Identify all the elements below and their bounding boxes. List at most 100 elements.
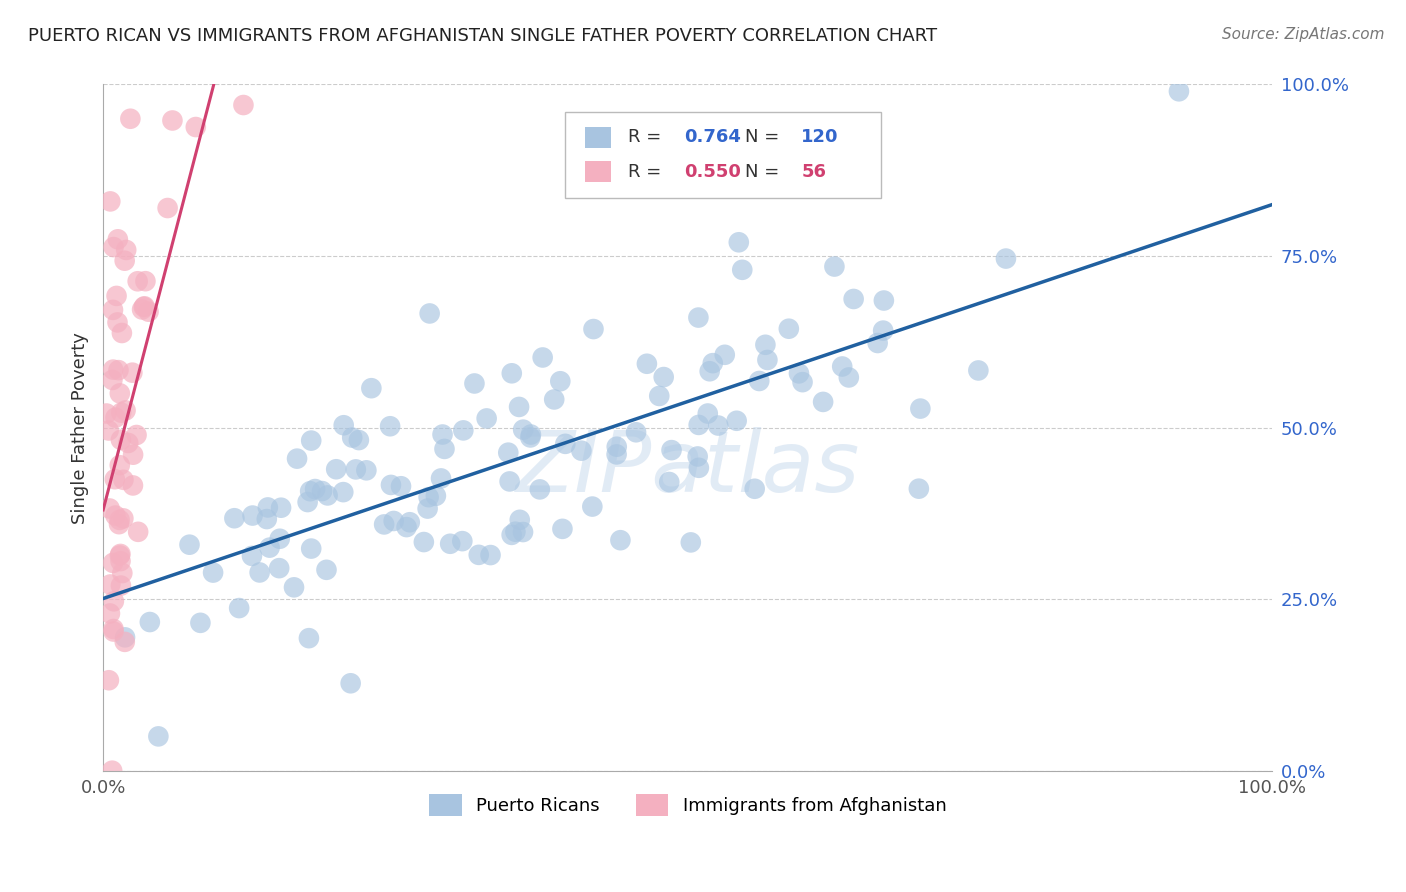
Point [108, 549, 131, 563]
Point [108, 386, 131, 401]
Point [520, 427, 543, 442]
Point [104, 472, 127, 486]
Point [114, 403, 136, 417]
Point [202, 566, 225, 580]
Point [581, 500, 603, 514]
Point [228, 601, 250, 615]
Point [316, 488, 339, 502]
Point [661, 443, 683, 458]
Point [110, 547, 132, 561]
Point [636, 357, 658, 371]
Text: 56: 56 [801, 162, 827, 180]
Point [1168, 84, 1191, 98]
Point [127, 524, 149, 539]
Point [498, 475, 520, 489]
Point [315, 563, 337, 577]
Point [731, 262, 754, 277]
Point [132, 300, 155, 314]
Point [398, 515, 420, 529]
Point [347, 433, 370, 447]
Point [430, 471, 453, 485]
Point [190, 615, 212, 630]
Point [508, 400, 530, 414]
Point [395, 520, 418, 534]
Point [519, 430, 541, 444]
Point [179, 538, 201, 552]
Point [842, 292, 865, 306]
Point [96, 407, 118, 421]
Point [994, 252, 1017, 266]
Point [259, 541, 281, 555]
Point [360, 381, 382, 395]
Point [127, 274, 149, 288]
Point [725, 414, 748, 428]
Point [468, 548, 491, 562]
Point [107, 315, 129, 329]
Bar [585, 127, 610, 147]
Point [505, 524, 527, 539]
Point [873, 293, 896, 308]
Point [509, 513, 531, 527]
Point [531, 351, 554, 365]
Point [184, 120, 207, 134]
Point [380, 478, 402, 492]
Point [756, 353, 779, 368]
Point [866, 336, 889, 351]
Point [103, 594, 125, 608]
Point [134, 299, 156, 313]
Point [98, 577, 121, 591]
Point [139, 615, 162, 629]
Point [110, 554, 132, 568]
Point [713, 348, 735, 362]
Point [582, 322, 605, 336]
Point [103, 622, 125, 636]
Point [831, 359, 853, 374]
Point [104, 410, 127, 425]
Point [727, 235, 749, 250]
Point [688, 310, 710, 325]
Point [103, 240, 125, 254]
Point [297, 495, 319, 509]
Text: PUERTO RICAN VS IMMIGRANTS FROM AFGHANISTAN SINGLE FATHER POVERTY CORRELATION CH: PUERTO RICAN VS IMMIGRANTS FROM AFGHANIS… [28, 27, 938, 45]
Point [498, 445, 520, 459]
Point [115, 243, 138, 257]
Point [688, 417, 710, 432]
Point [529, 483, 551, 497]
Y-axis label: Single Father Poverty: Single Father Poverty [72, 332, 89, 524]
Point [299, 541, 322, 556]
Point [105, 289, 128, 303]
Point [838, 370, 860, 384]
Point [744, 482, 766, 496]
Point [114, 635, 136, 649]
Point [103, 624, 125, 639]
Point [98, 194, 121, 209]
Point [479, 548, 502, 562]
Point [134, 274, 156, 288]
Point [344, 462, 367, 476]
Point [658, 475, 681, 489]
Point [501, 528, 523, 542]
FancyBboxPatch shape [565, 112, 880, 198]
Point [389, 479, 412, 493]
Point [108, 517, 131, 532]
Point [606, 440, 628, 454]
Point [104, 508, 127, 523]
Point [112, 473, 135, 487]
Point [512, 524, 534, 539]
Point [240, 549, 263, 563]
Point [967, 363, 990, 377]
Point [702, 356, 724, 370]
Point [138, 304, 160, 318]
Point [108, 513, 131, 527]
Text: Source: ZipAtlas.com: Source: ZipAtlas.com [1222, 27, 1385, 42]
Point [463, 376, 485, 391]
Point [101, 556, 124, 570]
Point [778, 322, 800, 336]
Point [624, 425, 647, 440]
Point [512, 423, 534, 437]
Point [811, 395, 834, 409]
Point [332, 485, 354, 500]
Point [162, 113, 184, 128]
Point [269, 561, 291, 575]
Point [908, 482, 931, 496]
